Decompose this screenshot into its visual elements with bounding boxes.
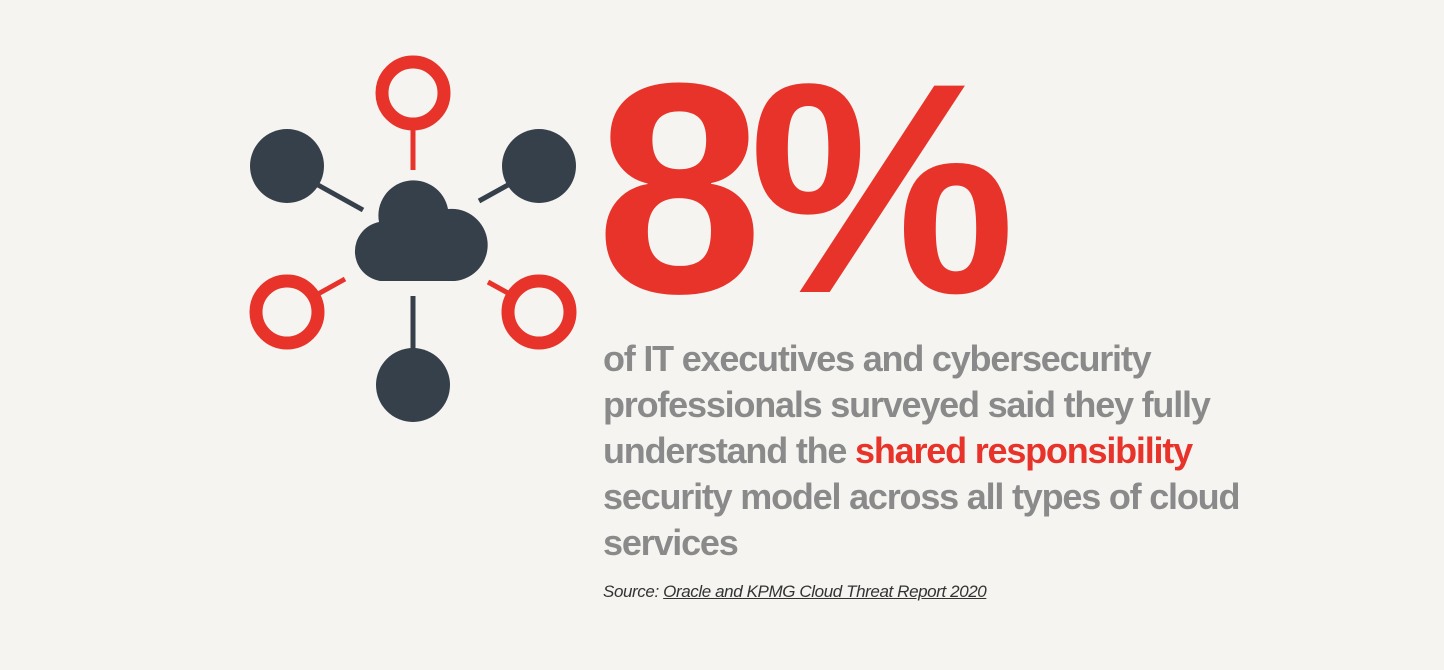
- cloud-network-icon: [249, 55, 577, 422]
- node-dark-bottom: [376, 348, 450, 422]
- cloud-icon: [354, 180, 488, 281]
- stat-value: 8%: [596, 20, 1016, 356]
- description-text: of IT executives and cybersecurity profe…: [603, 338, 1211, 471]
- node-ring-left: [249, 274, 325, 350]
- node-dark-right: [502, 129, 576, 203]
- node-dark-left: [250, 129, 324, 203]
- source-line: Source: Oracle and KPMG Cloud Threat Rep…: [603, 582, 987, 602]
- description-highlight: shared responsibility: [855, 430, 1193, 471]
- source-link[interactable]: Oracle and KPMG Cloud Threat Report 2020: [663, 582, 987, 601]
- description-text-end: security model across all types of cloud…: [603, 476, 1240, 563]
- node-ring-top: [375, 55, 451, 131]
- source-label: Source:: [603, 582, 659, 601]
- node-ring-right: [501, 274, 577, 350]
- stat-description: of IT executives and cybersecurity profe…: [603, 336, 1243, 566]
